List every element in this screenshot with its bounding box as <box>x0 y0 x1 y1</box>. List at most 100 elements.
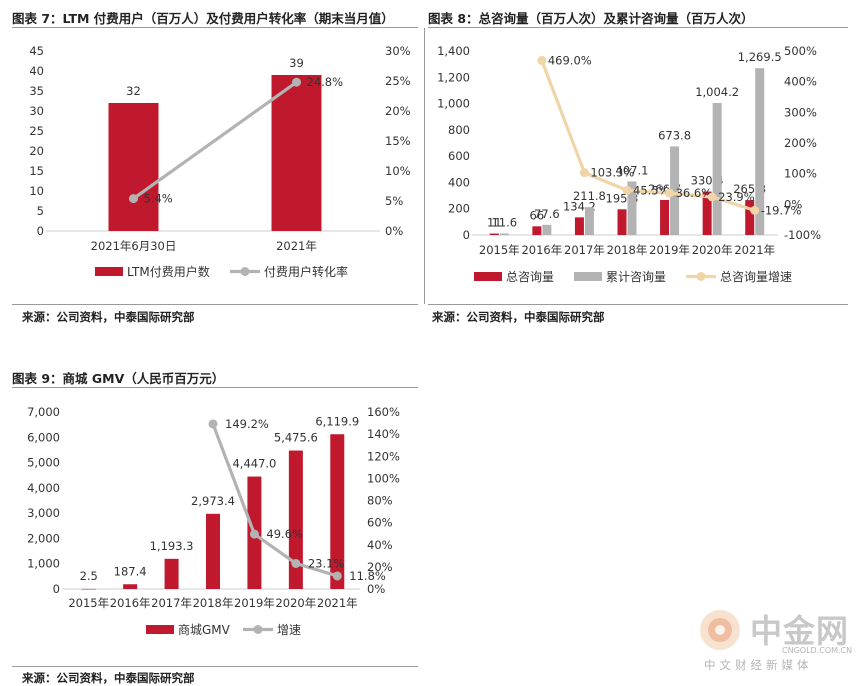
cngold-logo-icon <box>700 610 740 650</box>
fig9-line-point <box>332 571 342 581</box>
fig8-y-left-tick: 600 <box>448 149 470 163</box>
fig8-x-tick: 2015年 <box>479 243 520 257</box>
fig9-y-left-tick: 1,000 <box>27 557 60 571</box>
fig8-y-right-tick: 0% <box>784 197 802 211</box>
fig9-y-right-tick: 120% <box>367 449 400 463</box>
figure7-title: 图表 7：LTM 付费用户（百万人）及付费用户转化率（期末当月值） <box>12 11 394 26</box>
fig9-line-label: 149.2% <box>225 417 269 431</box>
fig8-y-right-tick: 500% <box>784 44 817 58</box>
fig7-bar-1 <box>108 103 159 231</box>
fig9-x-tick: 2016年 <box>110 596 151 610</box>
fig7-y-right-tick: 30% <box>385 44 411 58</box>
fig8-y-right-tick: -100% <box>784 228 821 242</box>
fig8-bar-1 <box>617 209 627 235</box>
figure8-title-rule <box>428 27 848 28</box>
fig8-line-point <box>665 188 675 198</box>
fig9-legend-label: 增速 <box>277 623 301 637</box>
fig8-legend-label: 总咨询量增速 <box>720 269 792 284</box>
fig8-bar-2 <box>755 68 765 235</box>
fig8-bar-2 <box>670 146 680 235</box>
fig9-x-tick: 2019年 <box>234 596 275 610</box>
figure8-divider <box>424 28 425 304</box>
fig7-y-right-tick: 10% <box>385 164 411 178</box>
fig8-y-right-tick: 400% <box>784 75 817 89</box>
fig9-bar-1 <box>123 584 138 589</box>
fig7-line-point <box>292 77 301 87</box>
fig7-y-left-tick: 20 <box>29 144 44 158</box>
fig8-line-label: 103.3% <box>590 166 634 180</box>
figure7-source: 来源：公司资料，中泰国际研究部 <box>22 310 195 324</box>
fig9-bar-label: 1,193.3 <box>150 539 194 553</box>
watermark-name: 中金网 <box>750 612 850 650</box>
fig9-y-left-tick: 0 <box>53 582 60 596</box>
fig9-x-tick: 2020年 <box>275 596 316 610</box>
fig8-line-point <box>579 168 589 178</box>
fig9-y-left-tick: 2,000 <box>27 531 60 545</box>
fig9-legend-label: 商城GMV <box>178 622 231 637</box>
fig8-y-left-tick: 800 <box>448 123 470 137</box>
fig7-line-series <box>132 80 298 200</box>
fig9-y-right-tick: 100% <box>367 471 400 485</box>
fig8-legend-label: 总咨询量 <box>506 269 554 284</box>
fig9-y-right-tick: 60% <box>367 516 393 530</box>
fig7-bar-label: 32 <box>126 84 141 98</box>
fig9-y-left-tick: 3,000 <box>27 506 60 520</box>
fig8-y-right-tick: 100% <box>784 167 817 181</box>
fig9-line-label: 49.6% <box>266 527 303 541</box>
fig9-bar-1 <box>330 434 345 589</box>
fig7-x-tick: 2021年 <box>276 239 317 253</box>
fig9-y-left-tick: 6,000 <box>27 430 60 444</box>
fig9-line-point <box>208 419 218 429</box>
fig8-bar-1 <box>745 200 755 235</box>
fig8-bar-2 <box>584 207 594 235</box>
fig8-bar-label: 407.1 <box>616 163 649 177</box>
fig7-bar-1 <box>271 75 322 231</box>
fig9-legend-swatch <box>146 625 174 634</box>
fig9-bar-label: 2.5 <box>80 569 98 583</box>
fig8-bar-label: 1,269.5 <box>738 50 782 64</box>
fig8-x-tick: 2019年 <box>649 243 690 257</box>
figure9-title: 图表 9：商城 GMV（人民币百万元） <box>12 371 225 386</box>
fig9-x-tick: 2018年 <box>193 596 234 610</box>
watermark-site: CNGOLD.COM.CN <box>782 646 853 655</box>
figure9-bottom-rule <box>12 666 418 667</box>
fig7-legend-marker <box>240 267 250 276</box>
fig8-line-label: 469.0% <box>548 54 592 68</box>
fig8-bar-label: 11 <box>487 216 502 230</box>
fig8-bar-1 <box>574 217 584 235</box>
fig8-bar-1 <box>489 233 499 235</box>
fig8-bar-2 <box>627 181 637 235</box>
fig7-y-left-tick: 45 <box>29 44 44 58</box>
fig8-y-right-tick: 300% <box>784 105 817 119</box>
fig9-y-right-tick: 20% <box>367 560 393 574</box>
watermark-tagline: 中文财经新媒体 <box>704 658 813 672</box>
fig9-bar-label: 4,447.0 <box>232 457 276 471</box>
fig7-line-label: 5.4% <box>144 192 173 206</box>
fig8-legend-swatch <box>574 272 602 281</box>
fig9-bar-1 <box>288 450 303 589</box>
fig8-line-point <box>537 56 547 66</box>
fig8-x-tick: 2020年 <box>692 243 733 257</box>
fig9-bar-label: 5,475.6 <box>274 431 318 445</box>
fig8-bar-label: 1,004.2 <box>695 85 739 99</box>
fig8-line-label: -19.7% <box>761 203 802 217</box>
fig8-x-tick: 2017年 <box>564 243 605 257</box>
fig7-y-right-tick: 20% <box>385 104 411 118</box>
fig7-y-left-tick: 10 <box>29 184 44 198</box>
fig8-x-tick: 2016年 <box>521 243 562 257</box>
figure7-bottom-rule <box>12 304 418 305</box>
fig7-legend-swatch <box>95 267 123 276</box>
fig7-line-label: 24.8% <box>307 75 344 89</box>
fig8-y-left-tick: 400 <box>448 175 470 189</box>
fig7-y-left-tick: 40 <box>29 64 44 78</box>
fig8-line-label: 45.5% <box>633 183 670 197</box>
fig8-y-left-tick: 1,000 <box>437 97 470 111</box>
fig8-y-left-tick: 200 <box>448 202 470 216</box>
fig8-y-left-tick: 1,400 <box>437 44 470 58</box>
fig9-y-right-tick: 0% <box>367 582 385 596</box>
fig9-legend-marker <box>253 625 263 634</box>
fig9-bar-label: 6,119.9 <box>315 414 359 428</box>
fig9-y-left-tick: 7,000 <box>27 405 60 419</box>
fig8-bar-2 <box>712 103 722 235</box>
fig8-y-right-tick: 200% <box>784 136 817 150</box>
